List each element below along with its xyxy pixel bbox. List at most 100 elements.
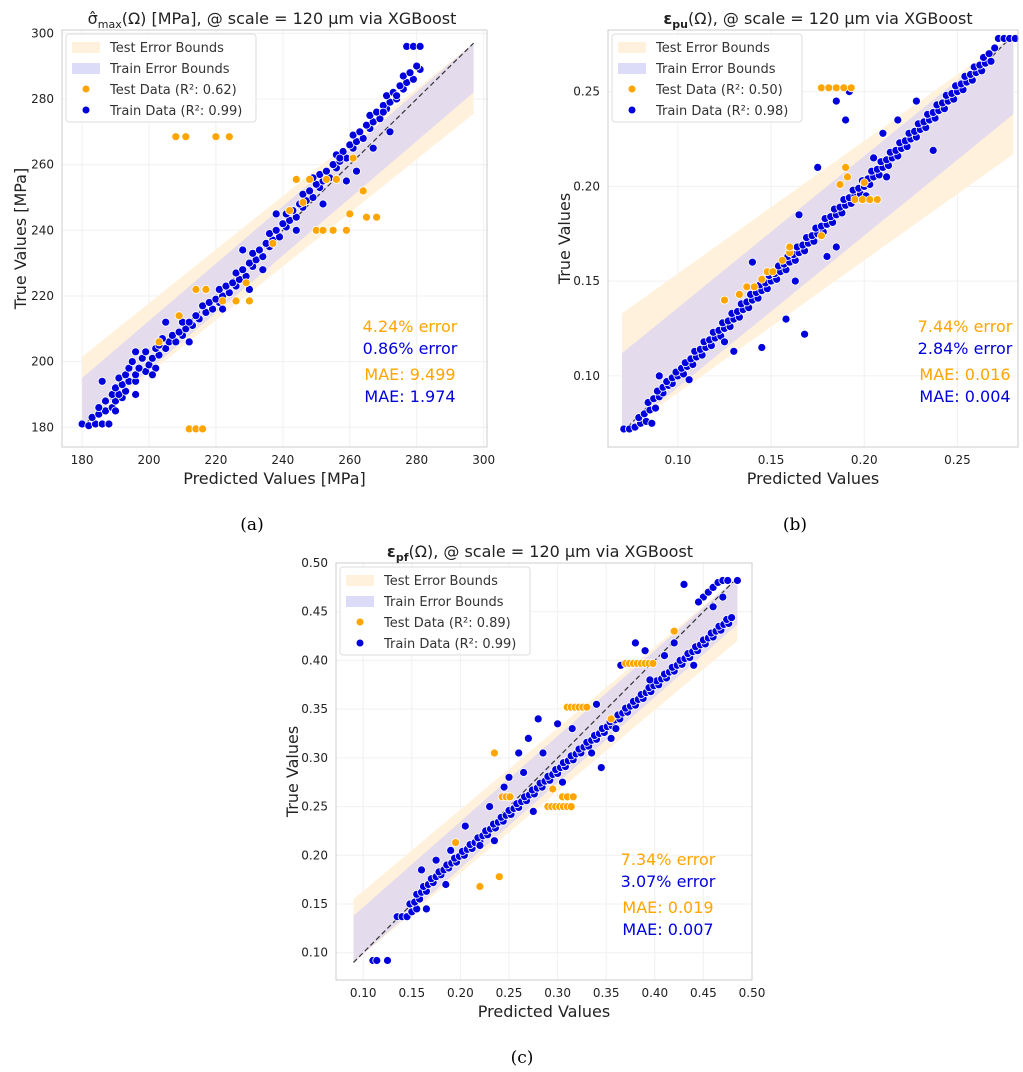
train-point <box>131 390 141 399</box>
x-tick-label: 0.40 <box>641 986 668 1000</box>
y-axis-label: True Values <box>555 193 574 285</box>
test-point <box>841 162 850 172</box>
test-point <box>568 792 578 802</box>
legend-marker-train <box>356 639 364 647</box>
train-point <box>271 225 281 235</box>
legend-label: Test Error Bounds <box>655 41 770 56</box>
chart-title: εpf(Ω), @ scale = 120 μm via XGBoost <box>387 542 693 564</box>
test-point <box>285 206 295 216</box>
train-point <box>321 166 331 176</box>
test-point <box>494 872 504 882</box>
y-tick-label: 280 <box>31 92 54 106</box>
train-point <box>111 406 120 416</box>
train-point <box>733 576 742 585</box>
test-point <box>298 197 308 207</box>
train-point <box>841 115 850 125</box>
train-point <box>378 107 388 117</box>
test-point <box>742 282 752 292</box>
test-point <box>865 195 875 205</box>
legend-marker-test <box>356 618 364 626</box>
test-point <box>328 225 338 235</box>
legend-marker-test <box>628 85 636 93</box>
train-point <box>415 42 425 51</box>
x-tick-label: 0.50 <box>739 986 766 1000</box>
train-point <box>694 597 703 607</box>
test-point <box>268 238 278 248</box>
test-point <box>321 174 331 184</box>
train-point <box>161 317 171 327</box>
test-point <box>489 748 499 758</box>
y-tick-label: 0.15 <box>573 274 600 288</box>
test-point <box>358 186 368 196</box>
train-point <box>355 127 365 137</box>
train-error-text: 3.07% error <box>621 872 716 891</box>
x-tick-label: 200 <box>138 453 161 467</box>
x-tick-label: 0.35 <box>593 986 620 1000</box>
test-point <box>606 714 616 724</box>
test-point <box>331 174 341 184</box>
x-tick-label: 220 <box>204 453 227 467</box>
legend-label: Test Error Bounds <box>109 41 224 56</box>
test-point <box>451 838 461 847</box>
train-point <box>606 734 616 743</box>
x-tick-label: 0.45 <box>690 986 717 1000</box>
test-point <box>824 83 834 93</box>
legend-marker-test <box>82 85 90 93</box>
legend-box <box>339 566 531 656</box>
legend-box <box>611 33 803 123</box>
test-point <box>231 296 241 306</box>
train-point <box>748 257 757 267</box>
axes-frame <box>335 562 753 981</box>
x-tick-label: 0.25 <box>944 453 971 467</box>
train-point <box>341 176 351 186</box>
chart-title: σ̂max(Ω) [MPa], @ scale = 120 μm via XGB… <box>88 9 457 31</box>
train-point <box>587 748 596 758</box>
x-tick-label: 0.25 <box>496 986 523 1000</box>
test-point <box>669 626 679 636</box>
train-point <box>689 660 699 670</box>
y-tick-label: 0.35 <box>301 702 328 716</box>
x-tick-label: 260 <box>338 453 361 467</box>
x-tick-label: 240 <box>271 453 294 467</box>
test-point <box>846 83 856 93</box>
legend-label: Train Data (R²: 0.98) <box>655 104 788 119</box>
panel-b: 0.10 0.15 0.20 0.25 0.10 0.15 0.20 0.25 Predicte… <box>555 9 1020 488</box>
train-point <box>654 371 664 381</box>
train-mae-text: MAE: 0.004 <box>919 387 1010 406</box>
legend-swatch-train-band <box>618 63 646 74</box>
train-point <box>669 638 679 648</box>
train-point <box>514 748 524 758</box>
panel-c: 0.10 0.15 0.20 0.25 0.30 0.35 0.40 0.45 0.50 0.10… <box>283 542 765 1021</box>
train-point <box>757 343 767 352</box>
legend-marker-train <box>82 106 90 114</box>
y-tick-label: 220 <box>31 289 54 303</box>
train-point <box>986 56 996 66</box>
train-point <box>499 782 509 792</box>
train-point <box>813 162 823 172</box>
train-point <box>831 96 841 106</box>
y-axis-label: True Values [MPa] <box>11 168 30 310</box>
train-point <box>794 210 804 220</box>
test-point <box>305 174 315 184</box>
train-point <box>141 347 151 357</box>
axes-frame <box>607 29 1019 448</box>
train-point <box>305 186 315 196</box>
y-tick-label: 0.50 <box>301 556 328 570</box>
test-mae-text: MAE: 0.019 <box>622 898 713 917</box>
test-point <box>211 132 221 142</box>
train-point <box>869 153 878 163</box>
y-tick-label: 0.45 <box>301 605 328 619</box>
train-point <box>147 370 157 380</box>
x-axis-label: Predicted Values [MPa] <box>183 469 366 488</box>
train-point <box>631 638 640 648</box>
train-point <box>254 245 264 255</box>
train-point <box>191 311 201 321</box>
train-point <box>893 115 903 125</box>
train-point <box>417 865 426 875</box>
test-point <box>345 209 355 219</box>
train-point <box>446 846 456 855</box>
train-point <box>475 841 485 850</box>
train-point <box>781 314 791 324</box>
test-point <box>566 802 576 811</box>
